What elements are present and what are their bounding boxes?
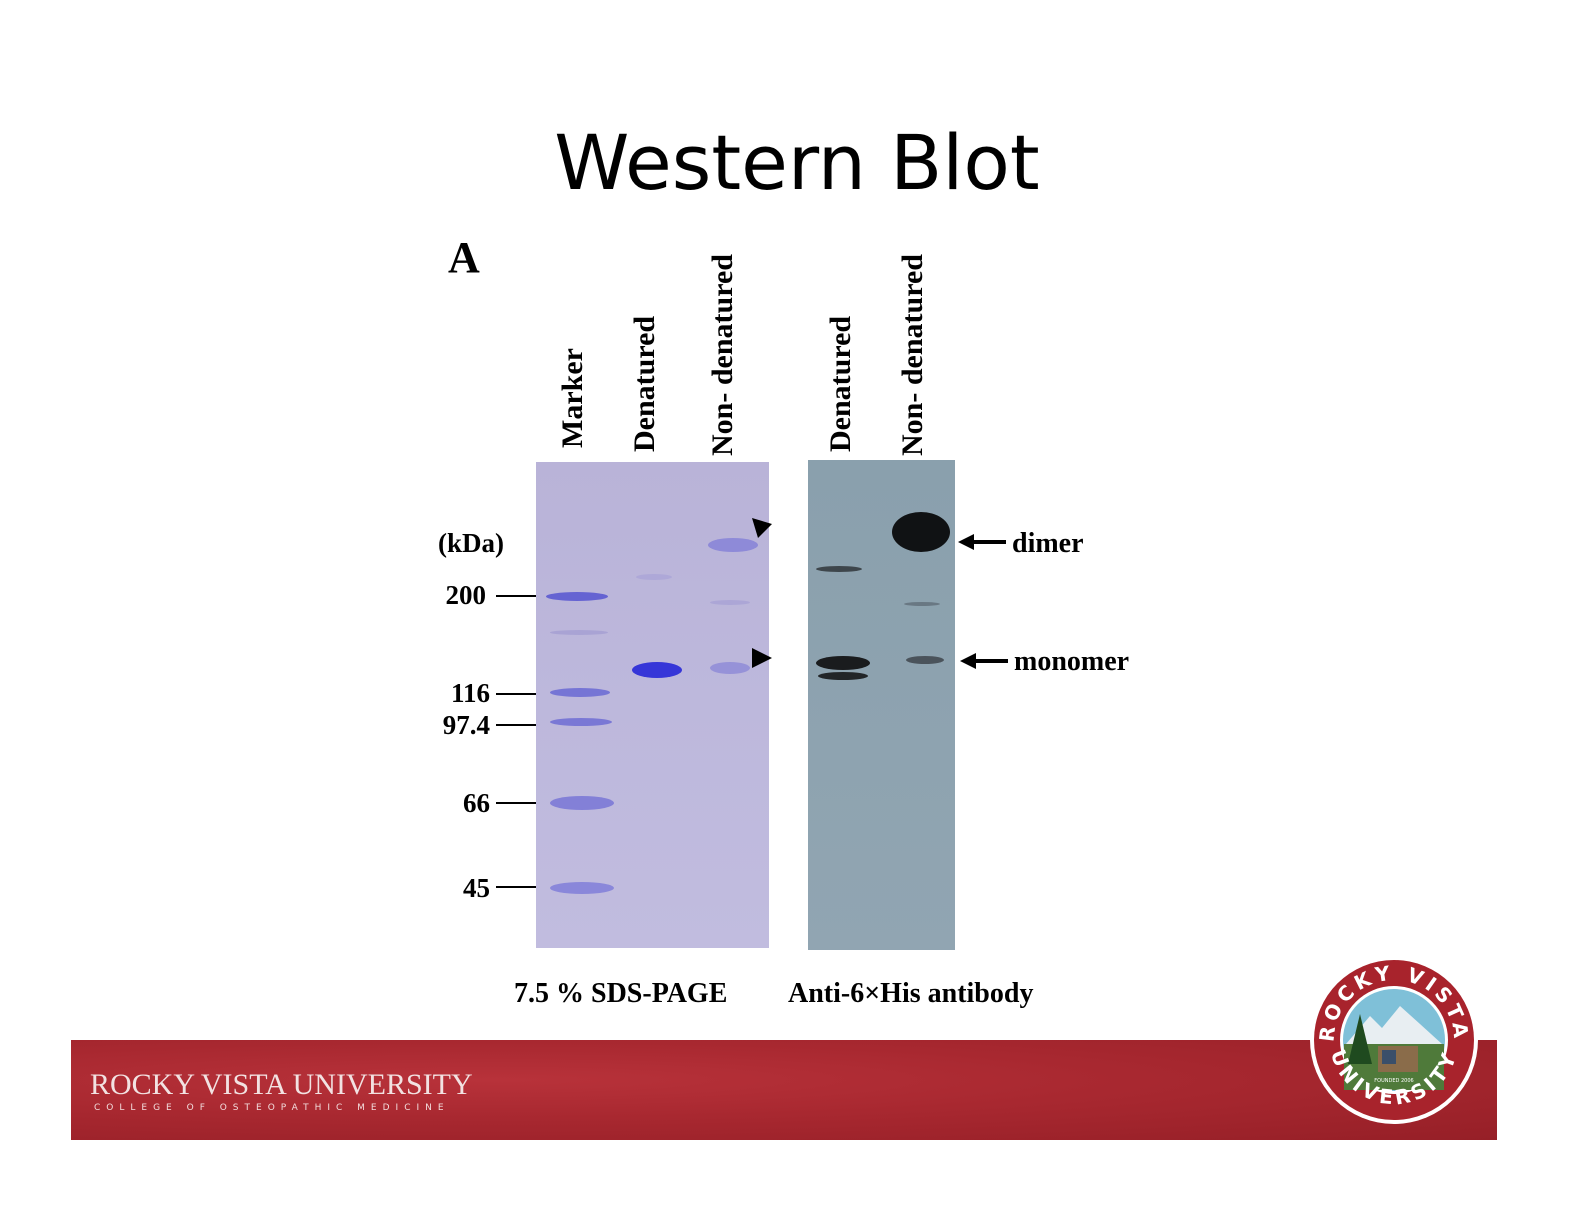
monomer-arrow <box>960 653 1008 669</box>
western-blot-membrane <box>808 460 955 950</box>
faint-band <box>636 574 672 580</box>
figure-panel-letter: A <box>448 233 480 282</box>
lane-label-nondenatured-gel: Non- denatured <box>706 254 739 456</box>
marker-tick <box>496 595 536 597</box>
blot-band <box>816 566 862 572</box>
marker-label-97: 97.4 <box>442 710 490 740</box>
university-seal-logo: ROCKY VISTA UNIVERSITY FOUNDED 2006 <box>1310 956 1478 1124</box>
footer-bar <box>71 1040 1497 1140</box>
monomer-arrowhead <box>752 648 772 668</box>
lane-label-nondenatured-blot: Non- denatured <box>896 254 929 456</box>
lane-label-marker: Marker <box>556 348 589 448</box>
marker-band <box>546 592 608 601</box>
dimer-label: dimer <box>1012 528 1084 559</box>
gel-caption: 7.5 % SDS-PAGE <box>514 978 728 1009</box>
marker-label-200: 200 <box>445 580 487 610</box>
brand-name: ROCKY VISTA UNIVERSITY <box>90 1068 473 1101</box>
blot-caption: Anti-6×His antibody <box>788 978 1034 1009</box>
denatured-protein-band <box>632 662 682 678</box>
marker-tick <box>496 886 536 888</box>
slide-title: Western Blot <box>554 118 1040 207</box>
faint-band <box>710 600 750 605</box>
marker-tick <box>496 802 536 804</box>
marker-band <box>550 796 614 810</box>
monomer-blot-band <box>906 656 944 664</box>
denatured-monomer-blot-band <box>818 672 868 680</box>
dimer-arrow <box>958 534 1006 550</box>
marker-label-45: 45 <box>463 873 490 903</box>
monomer-label: monomer <box>1014 646 1130 677</box>
marker-band <box>550 688 610 697</box>
marker-band <box>550 718 612 726</box>
kda-unit-label: (kDa) <box>438 528 504 558</box>
faint-band <box>904 602 940 606</box>
sds-page-gel <box>536 462 769 948</box>
lane-label-denatured-gel: Denatured <box>628 315 661 452</box>
marker-band <box>550 630 608 635</box>
denatured-monomer-blot-band <box>816 656 870 670</box>
marker-tick <box>496 693 536 695</box>
marker-label-116: 116 <box>450 678 490 708</box>
dimer-arrowhead <box>752 518 772 538</box>
marker-band <box>550 882 614 894</box>
marker-label-66: 66 <box>463 788 490 818</box>
lane-label-denatured-blot: Denatured <box>824 315 857 452</box>
dimer-blot-band <box>892 512 950 552</box>
marker-tick <box>496 724 536 726</box>
dimer-band-gel <box>708 538 758 552</box>
monomer-band-gel <box>710 662 750 674</box>
brand-subtitle: COLLEGE OF OSTEOPATHIC MEDICINE <box>94 1103 450 1113</box>
seal-founded-text: FOUNDED 2006 <box>1374 1078 1413 1084</box>
